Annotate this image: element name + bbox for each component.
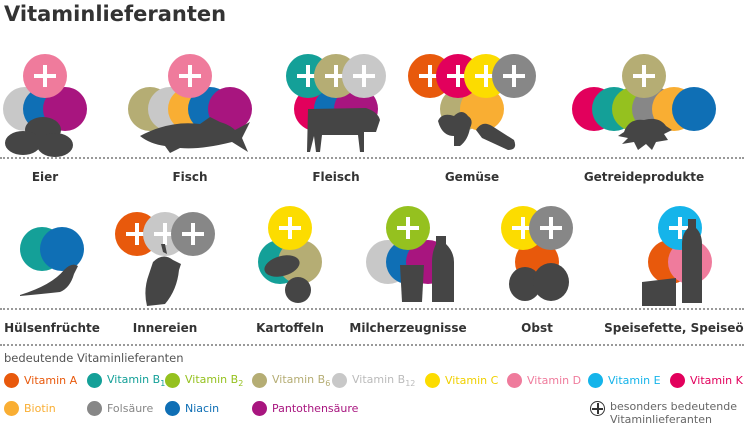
legend-label: Vitamin D <box>527 374 582 387</box>
vitamin-circle-special-B2 <box>386 206 430 250</box>
vitamin-circle-special-B6 <box>622 54 666 98</box>
legend-item-B2: Vitamin B2 <box>165 373 243 388</box>
plus-icon <box>633 65 655 87</box>
legend-label: Niacin <box>185 402 220 415</box>
milk-icon <box>400 236 454 302</box>
color-swatch <box>588 373 603 388</box>
plus-icon <box>540 217 562 239</box>
plus-icon <box>279 217 301 239</box>
color-swatch <box>670 373 685 388</box>
color-swatch <box>4 373 19 388</box>
legend-item-D: Vitamin D <box>507 373 581 388</box>
vitamin-circle-special-D <box>168 54 212 98</box>
plus-circle-icon <box>590 401 605 416</box>
food-label: Speisefette, Speiseöle <box>604 321 744 335</box>
color-swatch <box>252 373 267 389</box>
legend-item-Niacin: Niacin <box>165 401 219 416</box>
legend-label: Vitamin K <box>690 374 743 387</box>
plus-icon <box>512 217 534 239</box>
color-swatch <box>165 401 180 416</box>
food-label: Kartoffeln <box>256 321 324 335</box>
plus-icon <box>475 65 497 87</box>
legend-label: Vitamin B2 <box>185 373 244 389</box>
legend-label: Vitamin B6 <box>272 373 331 389</box>
vitamin-circle-special-Fol <box>171 212 215 256</box>
legend-item-B12: Vitamin B12 <box>332 373 415 388</box>
plus-icon <box>34 65 56 87</box>
plus-icon <box>325 65 347 87</box>
cow-icon <box>307 108 380 152</box>
plus-icon <box>353 65 375 87</box>
vitamin-circle-Niacin <box>672 87 716 131</box>
food-label: Hülsenfrüchte <box>4 321 100 335</box>
vitamin-circle-special-D <box>23 54 67 98</box>
food-label: Fleisch <box>312 170 360 184</box>
legend-item-E: Vitamin E <box>588 373 661 388</box>
legend-item-B1: Vitamin B1 <box>87 373 165 388</box>
legend-label: Folsäure <box>107 402 154 415</box>
plus-icon <box>503 65 525 87</box>
plus-icon <box>447 65 469 87</box>
legend-label: Vitamin A <box>24 374 78 387</box>
color-swatch <box>507 373 522 388</box>
color-swatch <box>87 373 102 389</box>
legend-heading: bedeutende Vitaminlieferanten <box>4 351 184 365</box>
legend-label: Vitamin B12 <box>352 373 416 389</box>
legend-item-C: Vitamin C <box>425 373 498 388</box>
color-swatch <box>87 401 102 416</box>
legumes-icon <box>20 264 78 296</box>
vitamin-circle-special-Fol <box>492 54 536 98</box>
plus-icon <box>154 223 176 245</box>
legend-label: Vitamin E <box>608 374 661 387</box>
color-swatch <box>252 401 267 416</box>
legend-item-K: Vitamin K <box>670 373 743 388</box>
divider <box>0 344 744 346</box>
organ-icon <box>145 244 181 306</box>
vitamin-circle-special-B12 <box>342 54 386 98</box>
fats-oils-icon <box>642 219 702 306</box>
fish-icon <box>140 117 250 153</box>
legend-note: besonders bedeutende Vitaminlieferanten <box>590 400 737 426</box>
plus-icon <box>419 65 441 87</box>
vegetables-icon <box>438 112 516 150</box>
color-swatch <box>165 373 180 389</box>
grain-icon <box>618 118 672 150</box>
food-label: Obst <box>521 321 553 335</box>
potatoes-icon <box>264 255 311 303</box>
plus-icon <box>397 217 419 239</box>
food-label: Innereien <box>132 321 198 335</box>
fruit-icon <box>509 263 569 301</box>
plus-icon <box>182 223 204 245</box>
legend-label: Biotin <box>24 402 56 415</box>
color-swatch <box>332 373 347 389</box>
legend-item-Biotin: Biotin <box>4 401 56 416</box>
vitamin-circle-special-Fol <box>529 206 573 250</box>
legend-item-B6: Vitamin B6 <box>252 373 330 388</box>
plus-icon <box>297 65 319 87</box>
food-label: Eier <box>31 170 59 184</box>
legend-item-Panto: Pantothensäure <box>252 401 358 416</box>
vitamin-circle-special-C <box>268 206 312 250</box>
legend-item-Fol: Folsäure <box>87 401 153 416</box>
eggs-icon <box>5 117 73 157</box>
divider <box>0 308 744 310</box>
legend-label: Vitamin B1 <box>107 373 166 389</box>
plus-icon <box>669 217 691 239</box>
food-label: Getreideprodukte <box>583 170 705 184</box>
page-title: Vitaminlieferanten <box>4 2 227 26</box>
food-label: Fisch <box>172 170 208 184</box>
legend-label: Vitamin C <box>445 374 499 387</box>
food-label: Milcherzeugnisse <box>349 321 467 335</box>
divider <box>0 157 744 159</box>
food-label: Gemüse <box>444 170 500 184</box>
plus-icon <box>126 223 148 245</box>
vitamin-circle-Niacin <box>40 227 84 271</box>
legend-item-A: Vitamin A <box>4 373 77 388</box>
legend-label: Pantothensäure <box>272 402 359 415</box>
color-swatch <box>425 373 440 388</box>
color-swatch <box>4 401 19 416</box>
plus-icon <box>179 65 201 87</box>
